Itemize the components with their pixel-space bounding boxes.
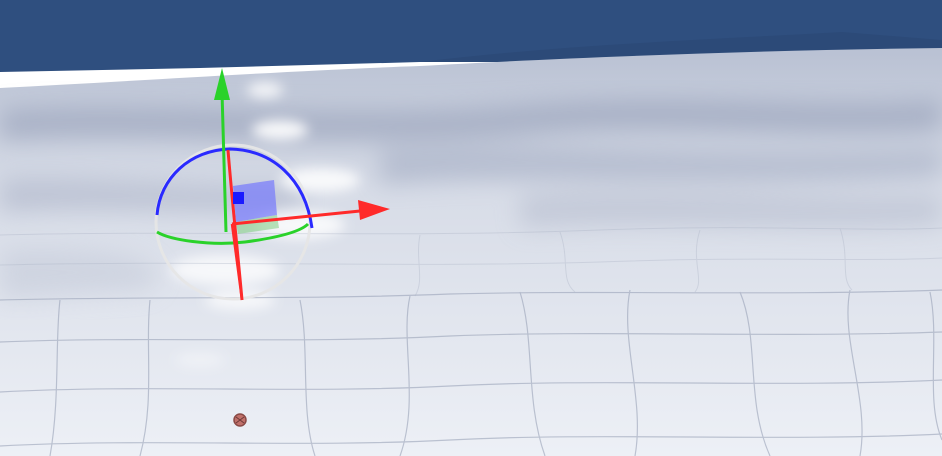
scene-marker[interactable]	[233, 413, 247, 427]
transform-gizmo[interactable]	[154, 68, 390, 301]
rotate-ring-y[interactable]	[156, 222, 310, 245]
pivot-line	[230, 223, 244, 301]
y-axis-arrow[interactable]	[214, 68, 230, 100]
x-axis-line[interactable]	[231, 209, 361, 226]
z-axis-handle[interactable]	[233, 192, 244, 204]
y-axis-line[interactable]	[220, 91, 228, 233]
terrain-grid	[0, 289, 942, 456]
xz-plane-handle[interactable]	[233, 180, 277, 222]
x-axis-arrow[interactable]	[358, 200, 390, 220]
rotate-ring-z[interactable]	[155, 147, 314, 229]
